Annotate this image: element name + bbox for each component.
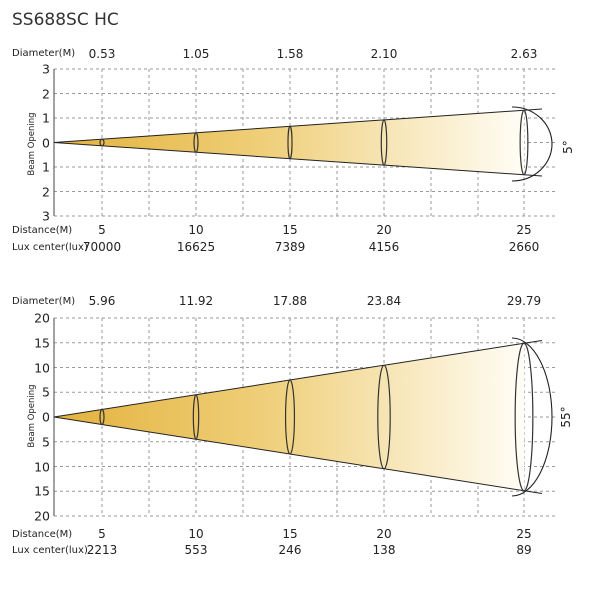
lux-value: 553	[184, 543, 208, 557]
distance-value: 10	[188, 527, 204, 541]
diameter-row-label: Diameter(M)	[12, 48, 76, 59]
lux-value: 138	[372, 543, 396, 557]
beam-edge-upper	[53, 339, 543, 418]
distance-value: 15	[282, 527, 298, 541]
beam-cone	[54, 110, 524, 175]
y-tick-label: 20	[34, 508, 50, 524]
beam-angle-arc	[511, 337, 553, 497]
distance-value: 25	[516, 527, 532, 541]
lux-row-label: Lux center(lux)	[12, 545, 88, 556]
diameter-value: 1.58	[276, 47, 304, 61]
lux-value: 16625	[176, 240, 216, 254]
diameter-value: 5.96	[88, 294, 116, 308]
diameter-value: 11.92	[178, 294, 214, 308]
distance-value: 20	[376, 527, 392, 541]
beam-cross-section	[284, 379, 296, 455]
beam-cross-section	[514, 342, 534, 492]
distance-value: 20	[376, 223, 392, 237]
lux-value: 2660	[508, 240, 540, 254]
diagram-title: SS688SC HC	[12, 10, 119, 30]
y-tick-label: 20	[34, 310, 50, 326]
distance-row-label: Distance(M)	[12, 529, 73, 540]
lux-value: 89	[516, 543, 532, 557]
lux-value: 4156	[368, 240, 400, 254]
beam-cross-section	[99, 138, 105, 147]
distance-value: 25	[516, 223, 532, 237]
distance-value: 5	[98, 223, 106, 237]
lux-row-label: Lux center(lux)	[12, 242, 88, 253]
beam-angle-label: 5°	[561, 140, 575, 154]
diameter-value: 2.63	[510, 47, 538, 61]
distance-value: 5	[98, 527, 106, 541]
diameter-value: 2.10	[370, 47, 398, 61]
lux-value: 7389	[274, 240, 306, 254]
beam-cone	[54, 343, 524, 491]
y-tick-label: 1	[42, 110, 50, 126]
beam-cross-section	[193, 132, 199, 153]
lux-value: 70000	[82, 240, 122, 254]
y-tick-label: 10	[34, 459, 50, 474]
y-tick-label: 5	[42, 434, 50, 450]
y-tick-label: 15	[34, 483, 50, 499]
diameter-value: 23.84	[366, 294, 402, 308]
diameter-row-label: Diameter(M)	[12, 296, 76, 307]
beam-cross-section	[192, 394, 200, 440]
distance-value: 10	[188, 223, 204, 237]
y-tick-label: 0	[42, 409, 50, 425]
beam-cross-section	[99, 408, 105, 426]
y-tick-label: 10	[34, 360, 50, 375]
y-tick-label: 3	[42, 61, 50, 77]
beam-angle-arc	[511, 106, 553, 182]
beam-cross-section	[287, 125, 293, 160]
beam-edge-upper	[53, 108, 543, 143]
lux-value: 246	[278, 543, 302, 557]
diameter-value: 1.05	[182, 47, 210, 61]
diameter-value: 29.79	[506, 294, 542, 308]
y-tick-label: 15	[34, 335, 50, 351]
diameter-value: 0.53	[88, 47, 116, 61]
y-tick-label: 1	[42, 159, 50, 175]
beam-edge-lower	[53, 416, 543, 495]
y-tick-label: 3	[42, 208, 50, 224]
lux-value: 2213	[86, 543, 118, 557]
y-tick-label: 2	[42, 184, 50, 199]
distance-row-label: Distance(M)	[12, 225, 73, 236]
beam-cross-section	[377, 364, 391, 470]
y-tick-label: 2	[42, 86, 50, 101]
distance-value: 15	[282, 223, 298, 237]
y-tick-label: 5	[42, 384, 50, 400]
beam-edge-lower	[53, 142, 543, 177]
y-tick-label: 0	[42, 135, 50, 150]
beam-cross-section	[380, 119, 388, 166]
diameter-value: 17.88	[272, 294, 308, 308]
beam-cross-section	[519, 109, 529, 176]
beam-angle-label: 55°	[559, 406, 573, 427]
